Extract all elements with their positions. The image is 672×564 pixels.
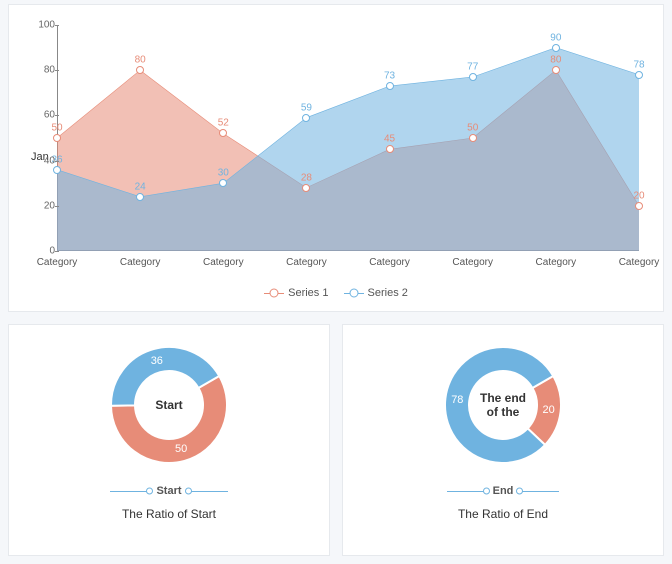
donut-start-center-label: Start bbox=[139, 398, 199, 412]
donut-slice-label: 78 bbox=[451, 394, 463, 406]
donut-end-legend-label: End bbox=[493, 485, 514, 497]
donut-start-legend-label: Start bbox=[156, 485, 181, 497]
x-tick-label: Category bbox=[203, 257, 244, 268]
legend-marker-series2 bbox=[344, 288, 364, 298]
donut-end-wrap: The end of the 20 78 bbox=[343, 325, 663, 485]
x-tick-label: Category bbox=[120, 257, 161, 268]
area-chart-legend: Series 1 Series 2 bbox=[9, 287, 663, 301]
x-tick-label: Category bbox=[369, 257, 410, 268]
area-chart-card: Jan CategoryCategoryCategoryCategoryCate… bbox=[8, 4, 664, 312]
legend-label-series1: Series 1 bbox=[288, 287, 328, 299]
donut-end-title: The Ratio of End bbox=[343, 507, 663, 521]
y-tick-label: 80 bbox=[44, 65, 55, 76]
legend-item-series1[interactable]: Series 1 bbox=[264, 287, 328, 299]
legend-label-series2: Series 2 bbox=[368, 287, 408, 299]
donut-start-legend: Start bbox=[9, 485, 329, 497]
donut-slice-label: 36 bbox=[151, 355, 163, 367]
x-tick-label: Category bbox=[452, 257, 493, 268]
y-tick-label: 60 bbox=[44, 110, 55, 121]
legend-item-series2[interactable]: Series 2 bbox=[344, 287, 408, 299]
donut-row: Start 50 36 Start The Ratio of Start The … bbox=[8, 324, 664, 556]
donut-end-center-label: The end of the bbox=[473, 391, 533, 419]
donut-start-wrap: Start 50 36 bbox=[9, 325, 329, 485]
x-tick-label: Category bbox=[37, 257, 78, 268]
donut-end-legend: End bbox=[343, 485, 663, 497]
y-tick-label: 100 bbox=[38, 20, 55, 31]
x-tick-label: Category bbox=[536, 257, 577, 268]
legend-marker-series1 bbox=[264, 288, 284, 298]
y-tick-label: 40 bbox=[44, 155, 55, 166]
x-tick-label: Category bbox=[286, 257, 327, 268]
y-tick-label: 20 bbox=[44, 200, 55, 211]
donut-start-title: The Ratio of Start bbox=[9, 507, 329, 521]
area-chart-svg bbox=[57, 25, 639, 251]
x-tick-label: Category bbox=[619, 257, 660, 268]
area-chart-plot: CategoryCategoryCategoryCategoryCategory… bbox=[57, 25, 639, 251]
donut-slice-label: 20 bbox=[543, 404, 555, 416]
donut-start-card: Start 50 36 Start The Ratio of Start bbox=[8, 324, 330, 556]
donut-slice-label: 50 bbox=[175, 443, 187, 455]
donut-end-card: The end of the 20 78 End The Ratio of End bbox=[342, 324, 664, 556]
